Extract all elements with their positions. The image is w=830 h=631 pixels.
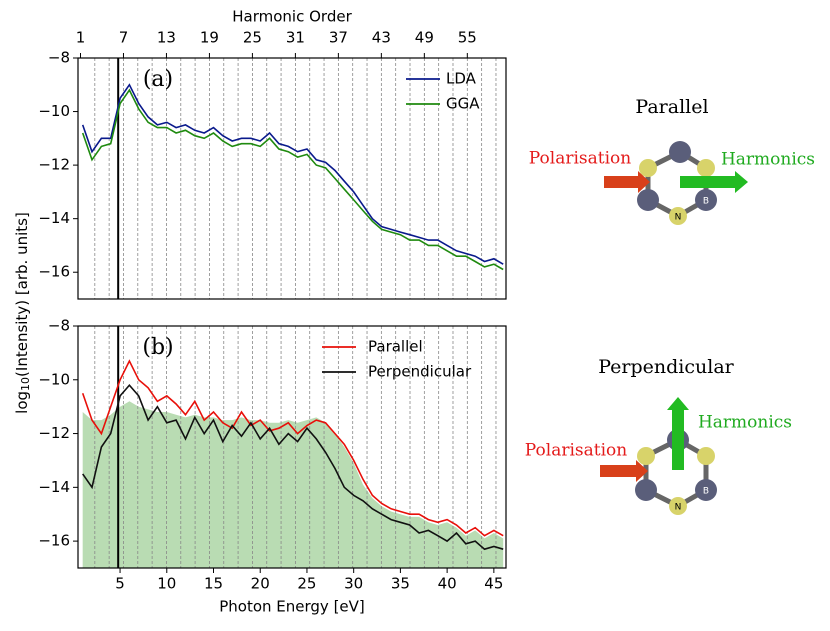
- y-tick-label: −8: [48, 317, 70, 335]
- x2-tick-label: 19: [200, 29, 219, 47]
- x2-tick-label: 1: [76, 29, 86, 47]
- y-label-sub: 10: [19, 377, 32, 391]
- diagram-title: Parallel: [635, 96, 708, 118]
- x-tick-label: 15: [204, 575, 223, 593]
- x2-tick-label: 13: [157, 29, 176, 47]
- parallel-diagram: Parallel N B Polarisation Harmonics: [529, 96, 815, 225]
- y-label-rest: (Intensity) [arb. units]: [13, 212, 31, 377]
- polarisation-arrow: [604, 171, 650, 193]
- legend-label: Parallel: [368, 338, 423, 356]
- y-axis-label: log10(Intensity) [arb. units]: [13, 212, 33, 414]
- atom: [635, 479, 657, 501]
- panel-label: (a): [143, 67, 173, 92]
- atom: [669, 207, 687, 225]
- plot-area: [81, 58, 504, 299]
- x-tick-label: 35: [391, 575, 410, 593]
- y-label-main: log: [13, 391, 31, 414]
- atom-label: N: [675, 213, 682, 223]
- panel-label: (b): [142, 335, 173, 360]
- y-tick-label: −16: [38, 532, 70, 550]
- atom-label: B: [703, 197, 709, 207]
- plot-frame: [77, 57, 507, 300]
- atom: [669, 497, 687, 515]
- x-tick-label: 45: [484, 575, 503, 593]
- polarisation-label: Polarisation: [529, 149, 631, 169]
- series-line: [81, 359, 504, 537]
- polarisation-label: Polarisation: [525, 441, 627, 461]
- atom: [637, 189, 659, 211]
- x2-tick-label: 55: [458, 29, 477, 47]
- x2-tick-label: 43: [372, 29, 391, 47]
- series-line: [81, 88, 504, 271]
- plot-frame: [77, 325, 507, 569]
- series-line: [81, 83, 504, 265]
- perpendicular-diagram: Perpendicular N B Polarisation Harmonics: [525, 356, 792, 515]
- y-tick-label: −14: [38, 478, 70, 496]
- harmonics-arrow: [667, 397, 689, 470]
- x2-tick-label: 7: [119, 29, 129, 47]
- atom: [639, 159, 657, 177]
- atom-label: N: [675, 503, 682, 513]
- y-tick-label: −14: [38, 209, 70, 227]
- x2-axis-label: Harmonic Order: [232, 8, 352, 26]
- atom: [637, 447, 655, 465]
- x-tick-label: 30: [344, 575, 363, 593]
- x-tick-label: 20: [251, 575, 270, 593]
- area-fill: [82, 401, 504, 568]
- atom: [697, 447, 715, 465]
- panel: −8 −10 −12 −14 −16 1 7 13 19 25 31 37 43 49 55 Harmonic…: [38, 8, 507, 300]
- legend-label: LDA: [446, 70, 477, 88]
- diagram-title: Perpendicular: [598, 356, 734, 378]
- x2-tick-label: 31: [286, 29, 305, 47]
- x2-tick-label: 37: [329, 29, 348, 47]
- atom: [695, 479, 717, 501]
- polarisation-arrow: [600, 460, 648, 482]
- harmonics-label: Harmonics: [721, 150, 815, 170]
- y-tick-label: −12: [38, 424, 70, 442]
- x-tick-label: 5: [115, 575, 125, 593]
- x2-tick-label: 25: [243, 29, 262, 47]
- legend-label: GGA: [446, 95, 480, 113]
- atom-label: B: [703, 487, 709, 497]
- atom: [697, 159, 715, 177]
- x-tick-label: 25: [297, 575, 316, 593]
- atom: [669, 141, 691, 163]
- legend-label: Perpendicular: [368, 363, 472, 381]
- x-tick-label: 10: [157, 575, 176, 593]
- y-tick-label: −12: [38, 156, 70, 174]
- plot-area: [81, 326, 504, 568]
- atom: [695, 189, 717, 211]
- y-tick-label: −10: [38, 370, 70, 388]
- panel: −8 −10 −12 −14 −16 5 10 15 20 25 30 35 40 45 Photon En…: [38, 317, 507, 616]
- harmonics-arrow: [680, 171, 748, 193]
- series-line: [82, 383, 504, 551]
- x-tick-label: 40: [438, 575, 457, 593]
- y-tick-label: −10: [38, 102, 70, 120]
- x2-tick-label: 49: [415, 29, 434, 47]
- x-axis-label: Photon Energy [eV]: [219, 598, 365, 616]
- y-tick-label: −16: [38, 263, 70, 281]
- harmonics-label: Harmonics: [698, 413, 792, 433]
- y-tick-label: −8: [48, 49, 70, 67]
